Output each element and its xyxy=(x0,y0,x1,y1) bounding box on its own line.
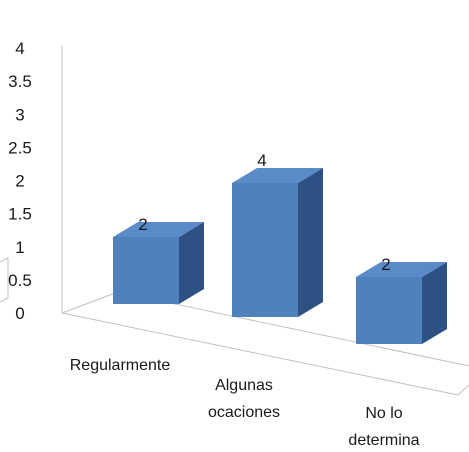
bar-front-face xyxy=(356,277,422,344)
y-tick-label: 1.5 xyxy=(8,205,32,224)
left-floor-edge xyxy=(61,291,119,314)
back-floor-edge xyxy=(117,291,469,367)
x-category-label: Algunas ocaciones xyxy=(208,377,280,421)
bar-top-face xyxy=(113,222,204,237)
bar-top-face xyxy=(356,262,447,277)
data-label: 2 xyxy=(381,255,390,274)
chart-walls xyxy=(0,46,469,396)
right-floor-edge xyxy=(457,384,469,396)
bar-front-face xyxy=(232,183,298,317)
y-tick-label: 3.5 xyxy=(8,72,32,91)
bar-1 xyxy=(113,222,204,304)
bar-side-face xyxy=(179,222,204,304)
bar-2 xyxy=(232,168,323,317)
bar-side-face xyxy=(298,168,323,317)
x-category-label: Regularmente xyxy=(70,357,171,374)
data-label: 2 xyxy=(138,215,147,234)
bar-front-face xyxy=(113,237,179,304)
bar-3 xyxy=(356,262,447,344)
data-label: 4 xyxy=(257,151,266,170)
x-category-label: No lo determina xyxy=(348,405,419,449)
x-axis-labels: Regularmente Algunas ocaciones No lo determi… xyxy=(70,357,420,449)
bar-top-face xyxy=(232,168,323,183)
front-floor-edge xyxy=(61,312,459,396)
bars xyxy=(113,168,447,344)
y-axis-ticks: 0 0.5 1 1.5 2 2.5 3 3.5 4 xyxy=(8,39,32,323)
data-labels: 2 4 2 xyxy=(138,151,390,274)
y-tick-label: 3 xyxy=(15,105,24,124)
side-wall-fragment xyxy=(0,257,9,303)
y-tick-label: 0 xyxy=(15,304,24,323)
y-tick-label: 4 xyxy=(15,39,24,58)
y-tick-label: 2.5 xyxy=(8,138,32,157)
y-tick-label: 0.5 xyxy=(8,271,32,290)
y-tick-label: 2 xyxy=(15,172,24,191)
bar-side-face xyxy=(422,262,447,344)
y-tick-label: 1 xyxy=(15,238,24,257)
